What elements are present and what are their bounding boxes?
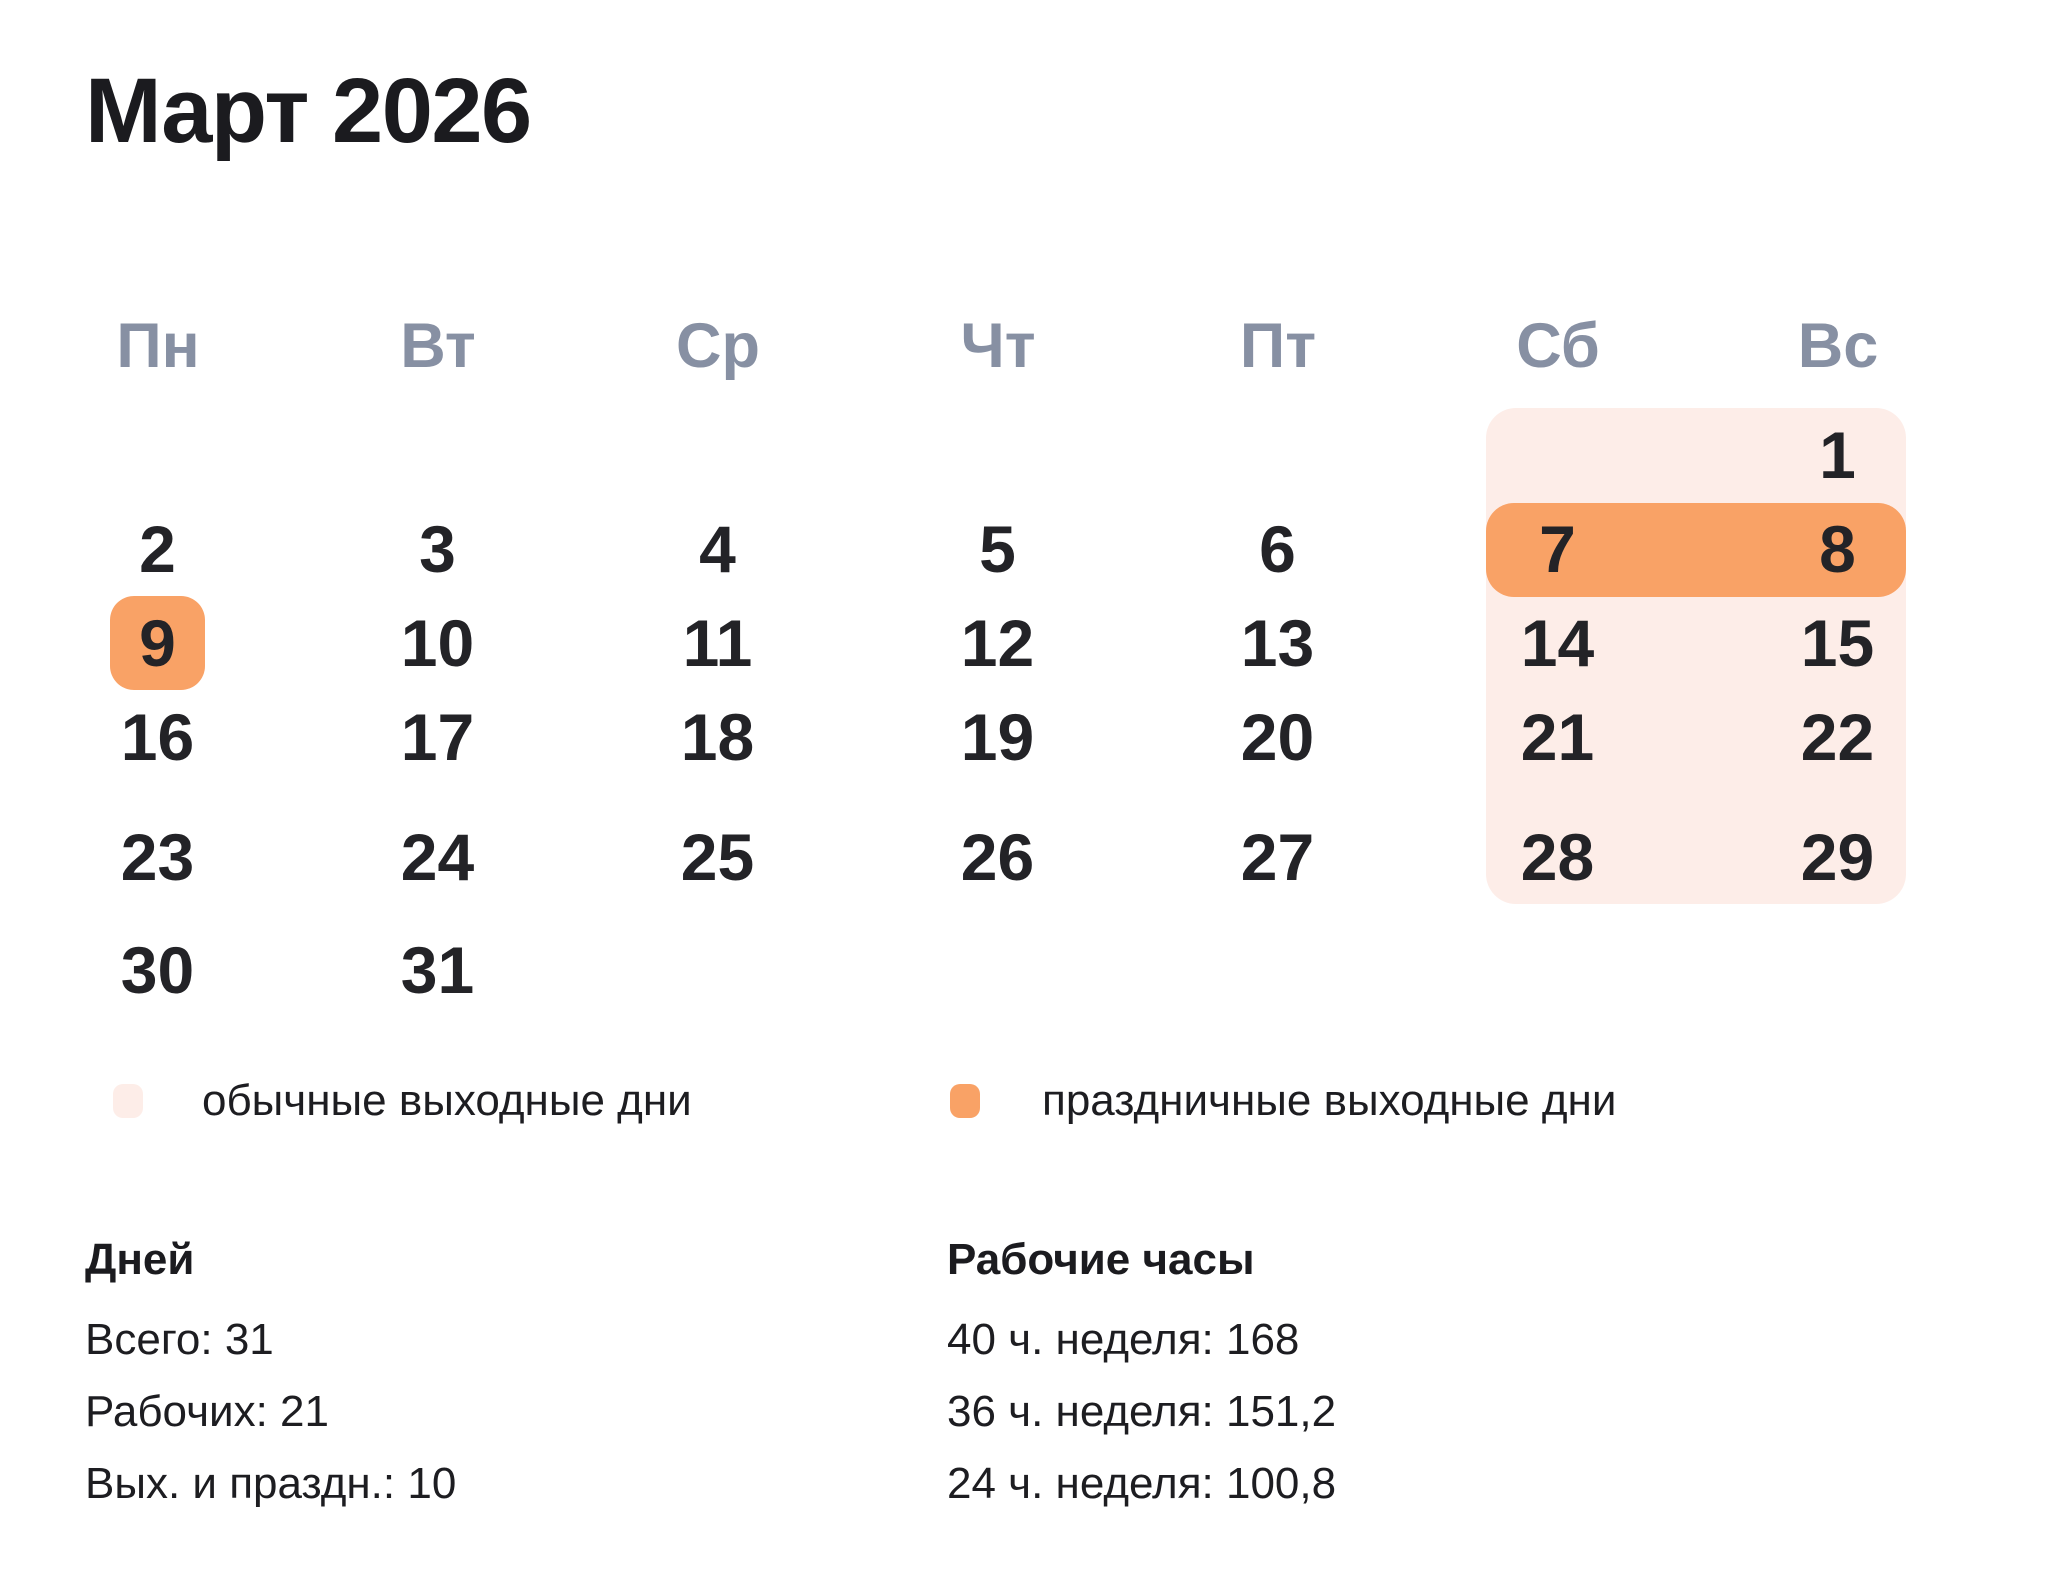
- day-cell-3: 3: [419, 512, 456, 586]
- day-cell: [1230, 923, 1325, 1017]
- day-cell: [110, 408, 205, 502]
- stats-line-40h: 40 ч. неделя: 168: [947, 1315, 1300, 1364]
- holiday-swatch-icon: [950, 1084, 980, 1118]
- calendar-row: 2 3 4 5 6 7 8: [110, 502, 1885, 596]
- stats-working-hours: Рабочие часы 40 ч. неделя: 168 36 ч. нед…: [947, 1238, 1336, 1534]
- day-cell-31: 31: [400, 933, 475, 1007]
- stats-days-heading: Дней: [85, 1235, 195, 1284]
- legend-label: праздничные выходные дни: [1042, 1076, 1617, 1125]
- day-cell-1: 1: [1819, 418, 1856, 492]
- day-cell-27: 27: [1240, 820, 1315, 894]
- legend-item-holiday-weekend: праздничные выходные дни: [950, 1076, 1617, 1125]
- weekday-label-thu: Чт: [960, 311, 1036, 381]
- calendar-row: 30 31: [110, 923, 1885, 1017]
- stats-line-36h: 36 ч. неделя: 151,2: [947, 1387, 1337, 1436]
- weekend-swatch-icon: [113, 1084, 143, 1118]
- day-cell-29: 29: [1800, 820, 1875, 894]
- day-cell: [670, 923, 765, 1017]
- weekday-label-mon: Пн: [116, 311, 200, 381]
- day-cell: [950, 408, 1045, 502]
- stats-line-total: Всего: 31: [85, 1315, 274, 1364]
- day-cell-15: 15: [1800, 606, 1875, 680]
- weekday-label-sat: Сб: [1516, 311, 1600, 381]
- calendar-row: 9 10 11 12 13 14 15: [110, 596, 1885, 690]
- day-cell-22: 22: [1800, 700, 1875, 774]
- legend-item-regular-weekend: обычные выходные дни: [113, 1076, 692, 1125]
- stats-hours-heading: Рабочие часы: [947, 1235, 1255, 1284]
- day-cell-2: 2: [139, 512, 176, 586]
- weekday-label-fri: Пт: [1239, 311, 1317, 381]
- day-cell-19: 19: [960, 700, 1035, 774]
- day-cell-26: 26: [960, 820, 1035, 894]
- calendar-row: 1: [110, 408, 1885, 502]
- day-cell: [390, 408, 485, 502]
- stats-line-weekends: Вых. и праздн.: 10: [85, 1459, 457, 1508]
- day-cell-11: 11: [682, 606, 753, 680]
- day-cell-16: 16: [120, 700, 195, 774]
- day-cell-7-holiday: 7: [1539, 512, 1576, 586]
- day-cell-24: 24: [400, 820, 475, 894]
- day-cell-30: 30: [120, 933, 195, 1007]
- weekday-label-wed: Ср: [676, 311, 760, 381]
- calendar-row: 23 24 25 26 27 28 29: [110, 810, 1885, 904]
- day-cell-13: 13: [1240, 606, 1315, 680]
- day-cell-9-holiday: 9: [110, 596, 205, 690]
- day-cell: [1230, 408, 1325, 502]
- day-cell-17: 17: [400, 700, 475, 774]
- day-cell-23: 23: [120, 820, 195, 894]
- day-cell-28: 28: [1520, 820, 1595, 894]
- calendar-row: 16 17 18 19 20 21 22: [110, 690, 1885, 784]
- day-cell-20: 20: [1240, 700, 1315, 774]
- legend-label: обычные выходные дни: [202, 1076, 692, 1125]
- weekday-header: Пн Вт Ср Чт Пт Сб Вс: [18, 306, 1978, 386]
- day-cell: [670, 408, 765, 502]
- day-cell: [1510, 408, 1605, 502]
- day-cell-14: 14: [1520, 606, 1595, 680]
- weekday-label-tue: Вт: [400, 311, 476, 381]
- day-cell-25: 25: [680, 820, 755, 894]
- day-cell: [1510, 923, 1605, 1017]
- day-cell-4: 4: [699, 512, 736, 586]
- day-cell-5: 5: [979, 512, 1016, 586]
- day-cell-8-holiday: 8: [1819, 512, 1856, 586]
- day-cell-18: 18: [680, 700, 755, 774]
- stats-line-working: Рабочих: 21: [85, 1387, 329, 1436]
- day-cell: [1790, 923, 1885, 1017]
- weekend-column-background: [1486, 408, 1906, 904]
- day-cell-12: 12: [960, 606, 1035, 680]
- day-cell-21: 21: [1520, 700, 1595, 774]
- day-cell-6: 6: [1259, 512, 1296, 586]
- page-title: Март 2026: [85, 60, 532, 162]
- stats-days: Дней Всего: 31 Рабочих: 21 Вых. и праздн…: [85, 1238, 456, 1534]
- stats-line-24h: 24 ч. неделя: 100,8: [947, 1459, 1337, 1508]
- day-cell-10: 10: [400, 606, 475, 680]
- weekday-label-sun: Вс: [1797, 311, 1879, 381]
- day-cell: [950, 923, 1045, 1017]
- holiday-weekend-bar: [1486, 503, 1906, 597]
